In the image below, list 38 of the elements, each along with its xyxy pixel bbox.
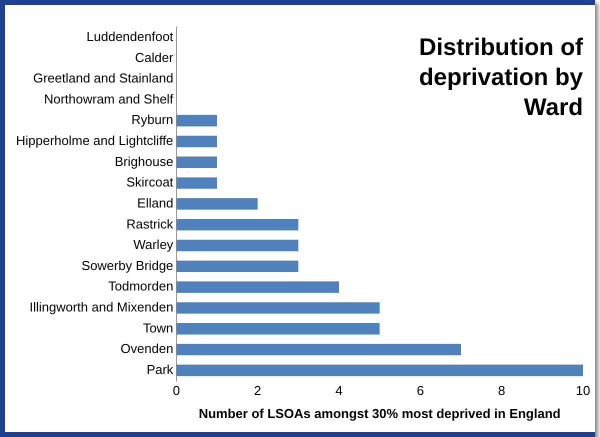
y-tick-label: Calder bbox=[135, 50, 174, 65]
x-tick-label: 8 bbox=[498, 383, 506, 398]
y-tick-label: Town bbox=[142, 320, 174, 336]
x-tick-label: 4 bbox=[335, 383, 343, 398]
bar bbox=[176, 281, 339, 293]
bar bbox=[176, 114, 217, 126]
y-tick-label: Ryburn bbox=[131, 112, 174, 128]
bar bbox=[176, 198, 258, 210]
y-tick-label: Luddendenfoot bbox=[86, 28, 174, 44]
y-tick-label: Elland bbox=[137, 195, 174, 210]
y-tick-label: Illingworth and Mixenden bbox=[29, 300, 174, 315]
x-tick-label: 10 bbox=[576, 383, 590, 398]
y-tick-label: Brighouse bbox=[114, 154, 174, 169]
bar bbox=[176, 136, 217, 148]
bar bbox=[176, 364, 583, 376]
bar bbox=[176, 177, 217, 189]
y-tick-label: Rastrick bbox=[126, 216, 174, 232]
bar bbox=[176, 344, 461, 356]
bar bbox=[176, 260, 298, 272]
y-tick-label: Hipperholme and Lightcliffe bbox=[16, 133, 174, 148]
y-tick-label: Todmorden bbox=[108, 278, 174, 294]
y-tick-label: Northowram and Shelf bbox=[44, 91, 174, 106]
y-tick-label: Warley bbox=[133, 237, 174, 252]
y-tick-label: Park bbox=[146, 362, 174, 377]
bar bbox=[176, 218, 298, 230]
bar bbox=[176, 302, 380, 314]
x-tick-label: 6 bbox=[416, 383, 424, 398]
y-tick-label: Ovenden bbox=[120, 341, 174, 356]
bar bbox=[176, 323, 380, 334]
y-tick-label: Greetland and Stainland bbox=[33, 70, 174, 86]
text: Distribution of deprivation by Ward bbox=[418, 33, 583, 123]
bar bbox=[176, 240, 298, 252]
bar bbox=[176, 156, 217, 168]
x-tick-label: 2 bbox=[254, 383, 262, 398]
y-tick-label: Sowerby Bridge bbox=[82, 258, 174, 273]
y-tick-label: Skircoat bbox=[126, 174, 174, 190]
x-axis-title: Number of LSOAs amongst 30% most deprived in England bbox=[198, 406, 561, 421]
x-tick-label: 0 bbox=[172, 383, 180, 398]
